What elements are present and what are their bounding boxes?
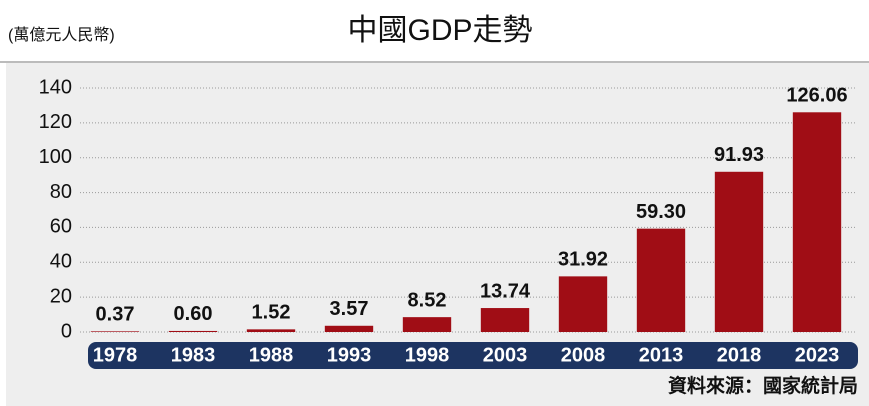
x-tick-label: 1988 bbox=[249, 344, 294, 366]
value-label: 8.52 bbox=[408, 289, 447, 311]
y-tick-label: 140 bbox=[39, 76, 72, 98]
bar bbox=[246, 329, 296, 332]
chart-subtitle: (萬億元人民幣) bbox=[8, 26, 115, 44]
bar bbox=[558, 276, 608, 332]
value-label: 0.37 bbox=[96, 304, 135, 326]
x-tick-label: 1993 bbox=[327, 344, 372, 366]
bar bbox=[402, 317, 452, 332]
y-tick-label: 60 bbox=[50, 216, 72, 238]
y-tick-label: 40 bbox=[50, 251, 72, 273]
bar bbox=[324, 325, 374, 332]
y-tick-label: 80 bbox=[50, 181, 72, 203]
x-tick-label: 2013 bbox=[639, 344, 684, 366]
source: 資料來源：國家統計局 bbox=[668, 374, 858, 397]
y-tick-label: 100 bbox=[39, 146, 72, 168]
x-tick-label: 1978 bbox=[93, 344, 138, 366]
value-label: 126.06 bbox=[786, 85, 847, 107]
x-tick-label: 2018 bbox=[717, 344, 762, 366]
category-band bbox=[88, 342, 858, 369]
chart-title: 中國GDP走勢 bbox=[347, 14, 532, 47]
value-label: 3.57 bbox=[330, 298, 369, 320]
value-label: 59.30 bbox=[636, 201, 686, 223]
x-tick-label: 2003 bbox=[483, 344, 528, 366]
x-tick-label: 2023 bbox=[795, 344, 840, 366]
value-label: 31.92 bbox=[558, 249, 608, 271]
value-label: 0.60 bbox=[174, 303, 213, 325]
value-label: 1.52 bbox=[252, 302, 291, 324]
y-tick-label: 120 bbox=[39, 111, 72, 133]
x-tick-label: 1983 bbox=[171, 344, 216, 366]
bar bbox=[480, 308, 530, 332]
x-tick-label: 2008 bbox=[561, 344, 606, 366]
bar bbox=[636, 228, 686, 332]
bar bbox=[792, 112, 842, 332]
value-label: 13.74 bbox=[480, 280, 531, 302]
bar bbox=[168, 330, 218, 332]
x-tick-label: 1998 bbox=[405, 344, 450, 366]
bar bbox=[714, 171, 764, 332]
bar bbox=[90, 331, 140, 332]
y-tick-label: 0 bbox=[61, 320, 72, 342]
value-label: 91.93 bbox=[714, 144, 764, 166]
y-tick-label: 20 bbox=[50, 285, 72, 307]
